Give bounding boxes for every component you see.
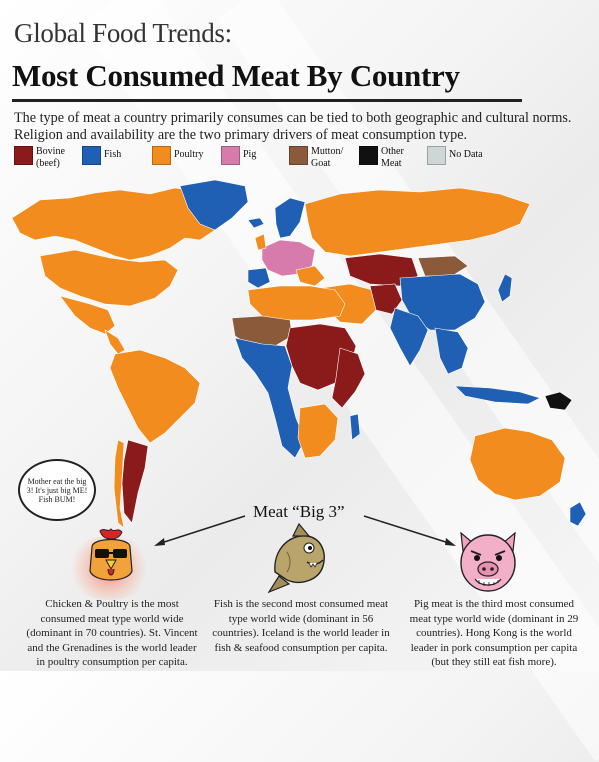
legend-label: No Data: [449, 149, 483, 160]
map-region-scandinavia: [274, 197, 306, 239]
map-region-italy-balkans: [295, 265, 326, 287]
legend-swatch: [14, 146, 33, 165]
legend-item-bovine: Bovine (beef): [14, 146, 72, 169]
map-region-china: [399, 273, 486, 331]
map-region-usa: [39, 249, 179, 307]
pig-icon: [460, 531, 516, 592]
big-3-label: Meat “Big 3”: [253, 502, 345, 521]
arrow-left-icon: [154, 515, 246, 546]
map-region-west-africa: [234, 337, 306, 459]
legend-label: Other Meat: [381, 146, 404, 169]
map-region-mongolia: [417, 255, 469, 277]
speech-bubble: Mother eat the big 3! It's just big ME! …: [18, 459, 96, 521]
map-region-greenland: [179, 179, 249, 231]
legend-item-nodata: No Data: [427, 146, 483, 165]
legend-label: Fish: [104, 149, 122, 160]
map-region-central-america: [104, 329, 126, 355]
map-region-japan: [497, 273, 513, 303]
map-region-madagascar: [349, 413, 361, 441]
map-region-iberia: [247, 267, 271, 289]
title-divider: [12, 99, 522, 102]
caption-fish: Fish is the second most consumed meat ty…: [212, 598, 390, 654]
page-title: Most Consumed Meat By Country: [12, 58, 460, 93]
legend-swatch: [82, 146, 101, 165]
map-region-southern-africa: [297, 403, 339, 459]
legend-swatch: [359, 146, 378, 165]
map-region-iran: [369, 283, 403, 315]
map-region-indonesia: [454, 385, 541, 405]
rooster-icon: [89, 528, 133, 581]
map-region-russia: [304, 187, 531, 257]
legend-swatch: [427, 146, 446, 165]
map-region-alaska-canada: [11, 187, 226, 261]
legend-item-poultry: Poultry: [152, 146, 203, 165]
map-region-uk: [254, 233, 267, 251]
map-region-chile: [113, 439, 125, 529]
map-region-mexico: [59, 295, 116, 335]
legend-item-pig: Pig: [221, 146, 256, 165]
arrow-right-icon: [363, 515, 456, 546]
map-region-australia: [469, 427, 566, 501]
map-region-png: [544, 391, 573, 411]
map-region-south-america: [109, 349, 201, 444]
world-map: [11, 179, 587, 529]
legend-item-fish: Fish: [82, 146, 121, 165]
speech-bubble-text: Mother eat the big 3! It's just big ME! …: [26, 476, 88, 504]
map-region-sahel: [231, 315, 293, 347]
legend-item-mutton: Mutton/ Goat: [289, 146, 345, 169]
legend-swatch: [289, 146, 308, 165]
map-region-southeast-asia: [434, 327, 469, 375]
fish-icon: [267, 522, 325, 594]
legend-swatch: [221, 146, 240, 165]
map-region-iceland: [247, 217, 265, 229]
legend-swatch: [152, 146, 171, 165]
legend-label: Mutton/ Goat: [311, 146, 344, 169]
map-region-india: [389, 307, 429, 367]
map-legend: Bovine (beef) Fish Poultry Pig Mutton/ G…: [14, 146, 594, 176]
legend-label: Pig: [243, 149, 257, 160]
map-region-argentina: [121, 439, 149, 524]
kicker-title: Global Food Trends:: [14, 18, 232, 48]
map-region-north-africa: [247, 285, 346, 321]
caption-poultry: Chicken & Poultry is the most consumed m…: [26, 598, 198, 668]
legend-label: Poultry: [174, 149, 204, 160]
map-region-east-africa: [331, 347, 366, 409]
intro-text: The type of meat a country primarily con…: [14, 110, 572, 143]
map-region-new-zealand: [569, 501, 587, 527]
caption-pig: Pig meat is the third most consumed meat…: [409, 598, 579, 668]
legend-item-other: Other Meat: [359, 146, 411, 169]
legend-label: Bovine (beef): [36, 146, 65, 169]
